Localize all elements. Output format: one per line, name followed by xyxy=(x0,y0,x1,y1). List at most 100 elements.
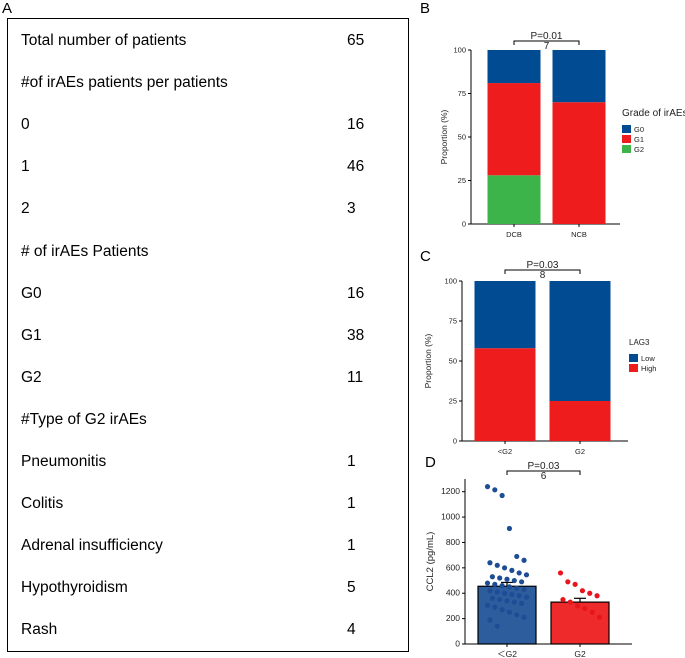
row-value: 1 xyxy=(347,495,356,513)
data-point xyxy=(489,574,495,580)
y-tick-label: 1000 xyxy=(441,512,460,522)
row-label: #Type of G2 irAEs xyxy=(21,410,147,428)
bar-segment-low xyxy=(474,281,536,349)
data-point xyxy=(492,581,498,587)
data-point xyxy=(521,614,527,620)
legend-label: Low xyxy=(641,354,655,363)
data-point xyxy=(492,604,498,610)
x-tick-label: ＜G2 xyxy=(497,649,517,658)
data-point xyxy=(494,589,500,595)
x-tick-label: <G2 xyxy=(498,447,512,456)
data-point xyxy=(572,581,578,587)
data-point xyxy=(567,599,573,605)
row-label: Hypothyroidism xyxy=(21,579,128,597)
row-label: G1 xyxy=(21,326,42,344)
x-tick-label: G2 xyxy=(574,649,586,658)
data-point xyxy=(523,572,530,578)
row-label: 1 xyxy=(21,158,30,176)
bar xyxy=(550,601,610,645)
data-point xyxy=(497,596,503,603)
x-tick-label: NCB xyxy=(571,230,587,239)
panel-label-c: C xyxy=(420,248,431,265)
data-point xyxy=(511,577,517,584)
data-point xyxy=(523,594,530,600)
bar xyxy=(477,585,537,645)
row-label: Pneumonitis xyxy=(21,453,107,470)
data-point xyxy=(594,593,600,599)
legend-swatch-g1 xyxy=(622,135,631,143)
bar-segment-high xyxy=(549,401,611,441)
y-tick-label: 75 xyxy=(449,317,457,326)
row-value: 5 xyxy=(347,579,356,597)
y-tick-label: 50 xyxy=(449,357,457,366)
row-label: 0 xyxy=(21,116,30,134)
data-point xyxy=(516,593,522,599)
data-point xyxy=(596,614,603,620)
y-tick-label: 400 xyxy=(446,588,460,598)
bar-segment-g1 xyxy=(487,83,541,176)
significance-bracket xyxy=(506,470,581,475)
data-point xyxy=(494,562,500,568)
x-tick-label: DCB xyxy=(506,230,522,239)
row-value: 4 xyxy=(347,621,356,639)
x-tick-label: G2 xyxy=(575,447,585,456)
significance-bracket xyxy=(513,40,580,45)
data-point xyxy=(521,557,527,563)
data-point xyxy=(514,612,520,618)
legend-swatch-high xyxy=(629,364,638,372)
y-tick-label: 800 xyxy=(446,537,460,547)
row-value: 65 xyxy=(347,32,365,49)
panel-label-b: B xyxy=(420,0,431,17)
row-label: G0 xyxy=(21,284,42,302)
row-label: Rash xyxy=(21,621,58,639)
data-point xyxy=(487,588,493,594)
data-point xyxy=(484,484,491,490)
row-value: 16 xyxy=(347,284,365,302)
bar-segment-low xyxy=(549,281,611,401)
row-label: G2 xyxy=(21,368,42,386)
data-point xyxy=(514,585,520,591)
y-tick-label: 0 xyxy=(462,220,466,229)
data-point xyxy=(582,605,588,612)
annotation-note: 7 xyxy=(544,41,550,52)
data-point xyxy=(509,567,515,573)
y-axis-title: Proportion (%) xyxy=(439,109,449,164)
data-point xyxy=(487,560,493,566)
data-point xyxy=(514,553,520,560)
y-tick-label: 25 xyxy=(449,397,457,406)
row-label: Colitis xyxy=(21,495,64,513)
panel-label-a: A xyxy=(2,0,13,17)
row-value: 46 xyxy=(347,158,365,176)
data-point xyxy=(497,575,503,581)
row-value: 38 xyxy=(347,326,365,344)
y-tick-label: 0 xyxy=(453,437,457,446)
data-point xyxy=(492,487,498,493)
y-tick-label: 100 xyxy=(453,46,466,55)
data-point xyxy=(499,607,505,613)
data-point xyxy=(589,609,595,615)
row-value: 3 xyxy=(347,200,356,218)
bar-segment-g1 xyxy=(552,102,606,224)
y-tick-label: 1200 xyxy=(441,486,460,496)
panel-label-d: D xyxy=(425,454,436,471)
data-point xyxy=(501,590,508,596)
data-point xyxy=(519,600,525,606)
legend-title: LAG3 xyxy=(629,338,650,347)
data-point xyxy=(501,565,508,571)
p-value-label: P=0.01 xyxy=(531,31,563,42)
legend-swatch-low xyxy=(629,354,638,362)
y-tick-label: 25 xyxy=(458,176,466,185)
legend-label: G1 xyxy=(634,135,644,144)
data-point xyxy=(506,525,513,532)
legend-label: High xyxy=(641,364,656,373)
row-label: 2 xyxy=(21,200,30,218)
y-tick-label: 200 xyxy=(446,613,460,623)
data-point xyxy=(587,590,593,596)
y-tick-label: 50 xyxy=(458,133,466,142)
y-tick-label: 0 xyxy=(455,639,460,649)
legend-title: Grade of irAEs xyxy=(622,108,685,119)
data-point xyxy=(560,596,566,603)
y-tick-label: 600 xyxy=(446,562,460,572)
data-point xyxy=(574,603,581,609)
